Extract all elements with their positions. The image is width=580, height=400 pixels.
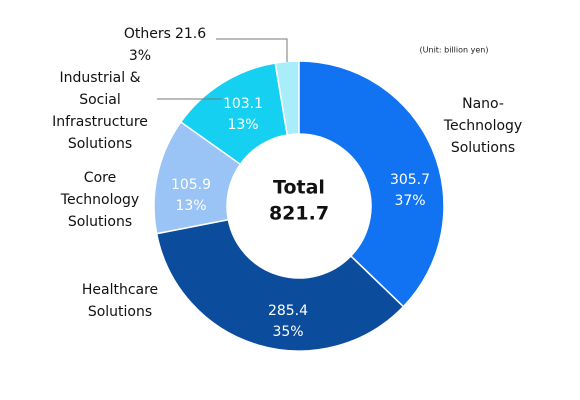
percent-label: 37% (394, 193, 425, 209)
category-label: Technology (443, 118, 522, 134)
category-label: Core (84, 170, 116, 186)
value-label: 21.6 (175, 26, 206, 42)
center-total: 821.7 (269, 203, 329, 225)
category-label: Solutions (68, 214, 132, 230)
donut-segment (155, 218, 405, 352)
category-label: Industrial & (59, 70, 140, 86)
value-label: 103.1 (223, 96, 263, 112)
category-label: Solutions (68, 136, 132, 152)
percent-label: 13% (227, 117, 258, 133)
category-label: Technology (60, 192, 139, 208)
category-label: Nano- (462, 96, 504, 112)
value-label: 305.7 (390, 172, 430, 188)
category-label: Healthcare (82, 282, 158, 298)
donut-segment (179, 62, 289, 166)
unit-note: (Unit: billion yen) (420, 46, 489, 55)
category-label: Social (79, 92, 121, 108)
category-label: Infrastructure (52, 114, 148, 130)
percent-label: 3% (129, 48, 151, 64)
donut-segment (153, 121, 242, 235)
value-label: 285.4 (268, 303, 308, 319)
value-label: 105.9 (171, 177, 211, 193)
category-label: Others 21.6 (124, 26, 206, 42)
center-title: Total (273, 177, 325, 199)
category-label: Solutions (88, 304, 152, 320)
leader-line (216, 38, 288, 62)
category-label: Solutions (451, 140, 515, 156)
donut-segment (298, 60, 445, 308)
percent-label: 35% (272, 324, 303, 340)
percent-label: 13% (175, 198, 206, 214)
category-name: Others (124, 26, 171, 42)
